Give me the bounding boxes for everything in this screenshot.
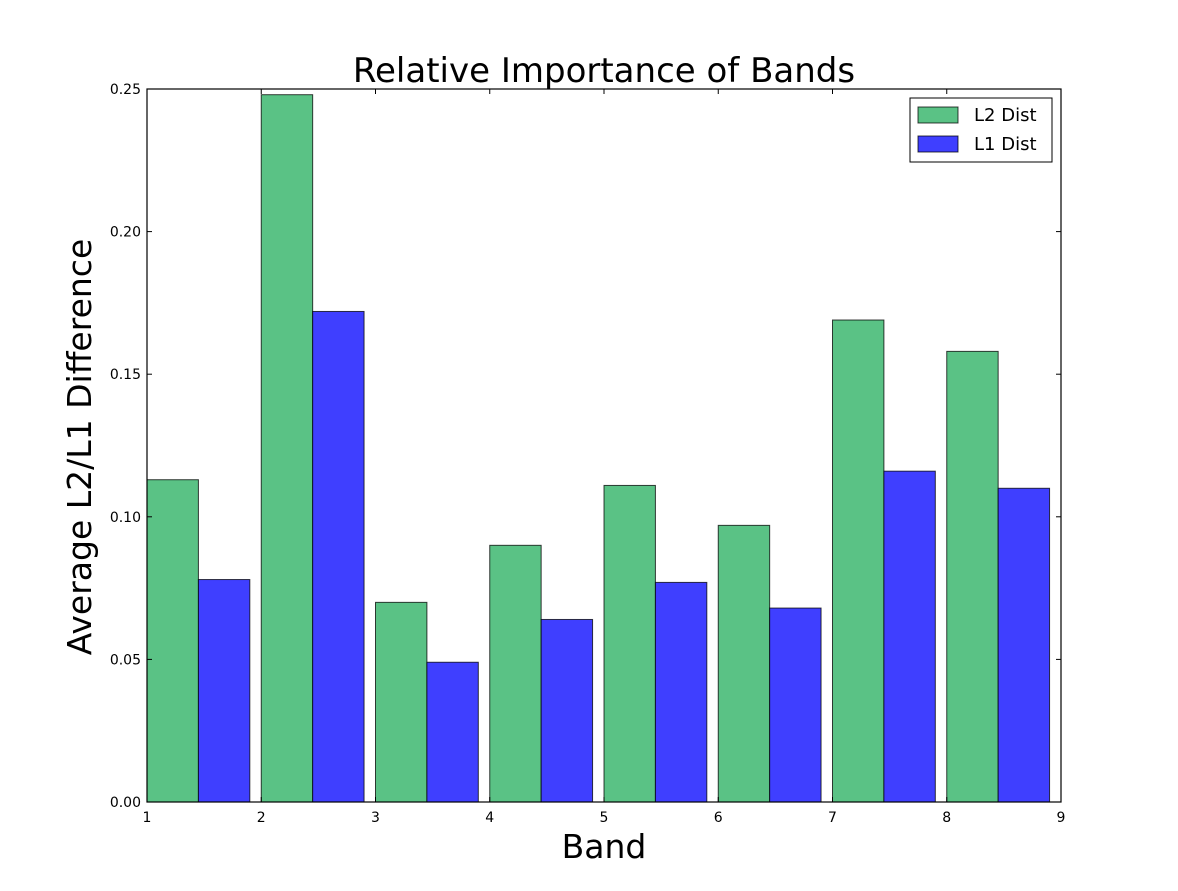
x-tick-label: 9 — [1057, 810, 1066, 826]
bar-l2-band-4 — [489, 544, 542, 803]
x-tick-label: 3 — [371, 810, 380, 826]
bars-layer — [146, 94, 1051, 803]
x-axis-title: Band — [562, 827, 647, 866]
y-tick-label: 0.15 — [110, 367, 141, 383]
bar-l1-band-8 — [997, 487, 1051, 803]
x-tick-label: 4 — [485, 810, 494, 826]
bar-l1-band-5 — [654, 581, 708, 803]
legend-swatch-l2 — [917, 106, 959, 124]
bar-l2-band-7 — [832, 319, 885, 803]
y-axis-title: Average L2/L1 Difference — [60, 239, 99, 656]
x-tick-label: 6 — [714, 810, 723, 826]
x-tick-label: 1 — [143, 810, 152, 826]
bar-l2-band-1 — [146, 479, 199, 803]
bar-l2-band-8 — [946, 350, 999, 803]
legend-label-l1: L1 Dist — [974, 134, 1037, 155]
ticks-layer — [146, 88, 1062, 803]
legend-swatch-l1 — [917, 135, 959, 153]
bar-l2-band-2 — [260, 94, 314, 803]
x-tick-label: 2 — [257, 810, 266, 826]
y-tick-label: 0.05 — [110, 652, 141, 668]
bar-l1-band-2 — [312, 310, 365, 803]
y-tick-label: 0.10 — [110, 510, 141, 526]
chart-title: Relative Importance of Bands — [353, 51, 855, 91]
bar-l1-band-3 — [426, 661, 479, 803]
legend-label-l2: L2 Dist — [974, 105, 1037, 126]
x-tick-label: 5 — [600, 810, 609, 826]
y-tick-label: 0.25 — [110, 82, 141, 98]
bar-l2-band-5 — [603, 484, 656, 803]
bar-l2-band-6 — [717, 524, 771, 803]
bar-l1-band-4 — [540, 618, 594, 803]
y-tick-label: 0.20 — [110, 225, 141, 241]
bar-l1-band-6 — [769, 607, 822, 803]
bar-l1-band-1 — [197, 579, 251, 803]
x-tick-label: 8 — [942, 810, 951, 826]
tick-labels-layer: 1 2 3 4 5 6 7 8 9 0.00 0.05 0.10 0.15 0.20 0.25 — [110, 82, 1066, 826]
bar-l2-band-3 — [375, 601, 428, 803]
y-tick-label: 0.00 — [110, 795, 141, 811]
x-tick-label: 7 — [828, 810, 837, 826]
legend: L2 Dist L1 Dist — [909, 97, 1053, 163]
bar-l1-band-7 — [883, 470, 936, 803]
